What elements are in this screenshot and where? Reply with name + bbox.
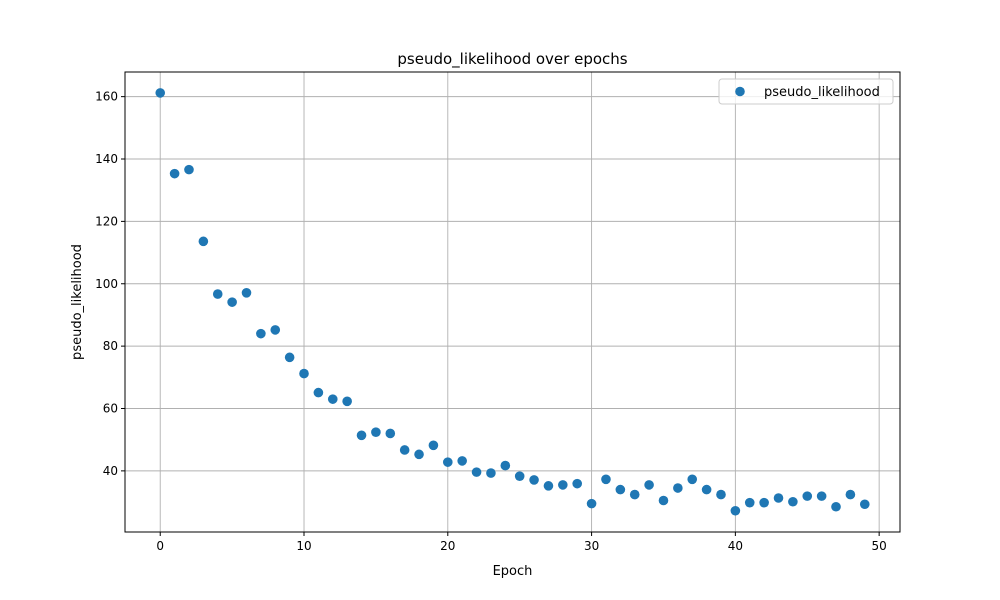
chart-title: pseudo_likelihood over epochs xyxy=(397,50,627,69)
data-point xyxy=(514,471,525,481)
plot-area-frame xyxy=(124,71,901,533)
y-tick-label: 120 xyxy=(95,214,118,228)
data-point xyxy=(773,493,784,503)
data-point xyxy=(759,497,769,508)
x-tick-label: 40 xyxy=(728,539,743,553)
data-point xyxy=(586,498,597,509)
x-axis-label: Epoch xyxy=(493,564,533,579)
data-point xyxy=(457,456,467,466)
legend-frame xyxy=(718,78,894,105)
axis-ticks: 0 10 20 30 40 50 40 60 80 100 120 140 160 xyxy=(95,90,887,553)
x-tick-label: 10 xyxy=(296,539,311,553)
data-point xyxy=(615,484,626,495)
data-point xyxy=(744,497,755,508)
data-point xyxy=(184,164,194,175)
data-point xyxy=(831,501,841,512)
legend-entry-pseudo-likelihood: pseudo_likelihood xyxy=(764,85,880,100)
legend-marker xyxy=(735,86,745,97)
x-tick-label: 50 xyxy=(872,539,887,553)
data-point xyxy=(658,495,669,506)
data-point xyxy=(198,236,209,247)
data-point xyxy=(701,484,712,495)
data-point xyxy=(601,474,611,485)
data-point xyxy=(673,483,683,493)
data-point xyxy=(284,352,295,363)
data-point xyxy=(342,396,352,407)
data-point xyxy=(788,496,798,507)
data-point xyxy=(356,430,367,441)
data-point xyxy=(629,489,640,500)
data-point xyxy=(385,428,396,439)
data-points xyxy=(155,88,870,516)
data-point xyxy=(442,457,453,467)
x-tick-label: 30 xyxy=(584,539,599,553)
y-tick-label: 140 xyxy=(95,152,118,166)
data-point xyxy=(730,505,741,516)
y-axis-label: pseudo_likelihood xyxy=(70,244,85,360)
data-point xyxy=(169,168,180,179)
data-point xyxy=(299,368,309,379)
y-tick-label: 160 xyxy=(95,90,118,104)
data-point xyxy=(428,440,439,451)
data-point xyxy=(270,325,281,335)
x-tick-label: 20 xyxy=(440,539,455,553)
legend: pseudo_likelihood xyxy=(718,78,894,105)
data-point xyxy=(227,297,237,307)
data-point xyxy=(687,474,698,485)
data-point xyxy=(486,468,496,478)
data-point xyxy=(644,480,654,490)
data-point xyxy=(212,289,223,299)
grid xyxy=(125,72,900,532)
data-point xyxy=(859,499,870,510)
data-point xyxy=(155,88,166,98)
data-point xyxy=(241,288,252,298)
data-point xyxy=(256,328,266,339)
data-point xyxy=(572,478,583,489)
x-tick-label: 0 xyxy=(156,539,164,553)
data-point xyxy=(558,480,568,490)
data-point xyxy=(471,467,482,477)
data-point xyxy=(371,427,381,438)
y-tick-label: 40 xyxy=(103,464,118,478)
data-point xyxy=(414,449,424,460)
data-point xyxy=(529,475,539,485)
data-point xyxy=(543,481,554,491)
data-point xyxy=(313,387,324,398)
y-tick-label: 80 xyxy=(103,339,118,353)
data-point xyxy=(399,445,410,455)
data-point xyxy=(845,489,856,500)
data-point xyxy=(802,491,813,501)
data-point xyxy=(500,460,511,471)
data-point xyxy=(327,394,338,404)
data-point xyxy=(716,489,726,500)
y-tick-label: 60 xyxy=(103,402,118,416)
y-tick-label: 100 xyxy=(95,277,118,291)
data-point xyxy=(816,491,827,501)
